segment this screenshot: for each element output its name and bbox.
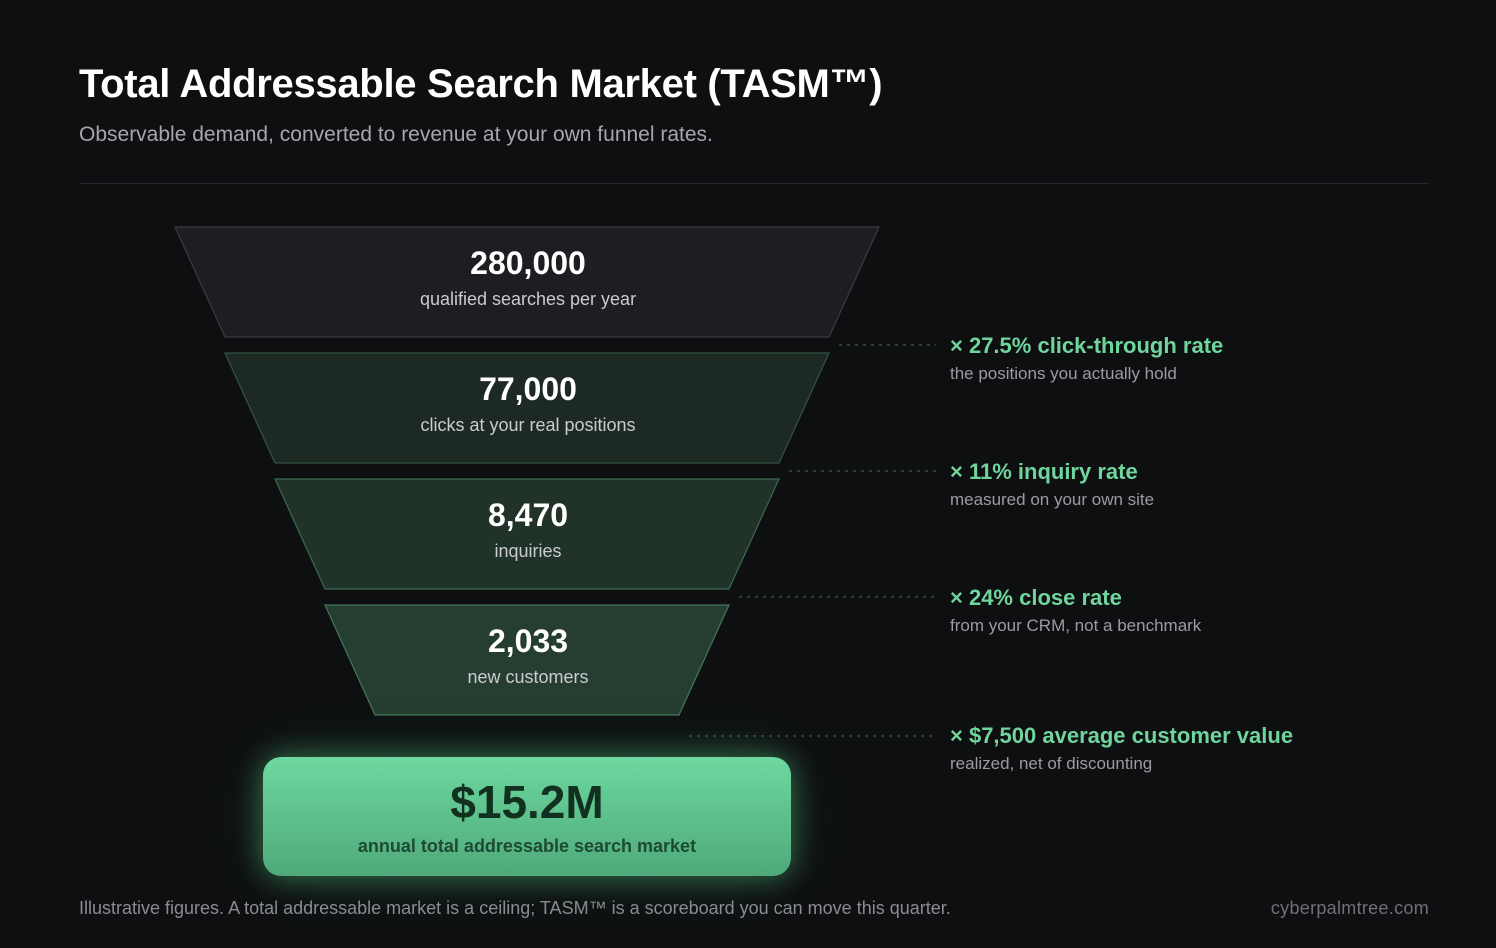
- funnel-stage-2-shape: [224, 352, 830, 464]
- conversion-rate: × $7,500 average customer value: [950, 723, 1294, 748]
- funnel-stage-1-shape: [174, 226, 880, 338]
- conversion-click-through: × 27.5% click-through rate the positions…: [950, 333, 1223, 384]
- stage-value: 2,033: [487, 623, 569, 659]
- conversion-note: from your CRM, not a benchmark: [950, 616, 1202, 635]
- stage-value: 8,470: [487, 497, 569, 533]
- stage-label: qualified searches per year: [419, 289, 637, 309]
- tasm-result-value: $15.2M: [450, 776, 604, 828]
- funnel-stage-searches: 280,000 qualified searches per year: [328, 244, 728, 310]
- conversion-rate: × 27.5% click-through rate: [950, 333, 1224, 358]
- header-divider: [79, 183, 1429, 184]
- stage-value: 77,000: [479, 371, 577, 407]
- stage-label: clicks at your real positions: [420, 415, 636, 435]
- conversion-customer-value: × $7,500 average customer value realized…: [950, 723, 1293, 774]
- stage-label: new customers: [467, 667, 589, 687]
- conversion-close: × 24% close rate from your CRM, not a be…: [950, 585, 1201, 636]
- conversion-note: realized, net of discounting: [950, 754, 1153, 773]
- conversion-note: the positions you actually hold: [950, 364, 1177, 383]
- conversion-inquiry: × 11% inquiry rate measured on your own …: [950, 459, 1154, 510]
- funnel-stage-clicks: 77,000 clicks at your real positions: [328, 370, 728, 436]
- footnote: Illustrative figures. A total addressabl…: [79, 898, 951, 918]
- conversion-note: measured on your own site: [950, 490, 1155, 509]
- page-subtitle: Observable demand, converted to revenue …: [79, 123, 713, 146]
- funnel-stage-3-shape: [274, 478, 780, 590]
- conversion-rate: × 24% close rate: [950, 585, 1122, 610]
- page-title: Total Addressable Search Market (TASM™): [79, 62, 883, 106]
- tasm-result-box: $15.2M annual total addressable search m…: [263, 757, 791, 876]
- stage-value: 280,000: [470, 245, 586, 281]
- funnel-stage-4-shape: [324, 604, 730, 716]
- conversion-rate: × 11% inquiry rate: [950, 459, 1138, 484]
- tasm-result-label: annual total addressable search market: [357, 836, 697, 856]
- funnel-stage-customers: 2,033 new customers: [328, 622, 728, 688]
- stage-label: inquiries: [494, 541, 562, 561]
- funnel-stage-inquiries: 8,470 inquiries: [328, 496, 728, 562]
- site-credit: cyberpalmtree.com: [1270, 898, 1429, 918]
